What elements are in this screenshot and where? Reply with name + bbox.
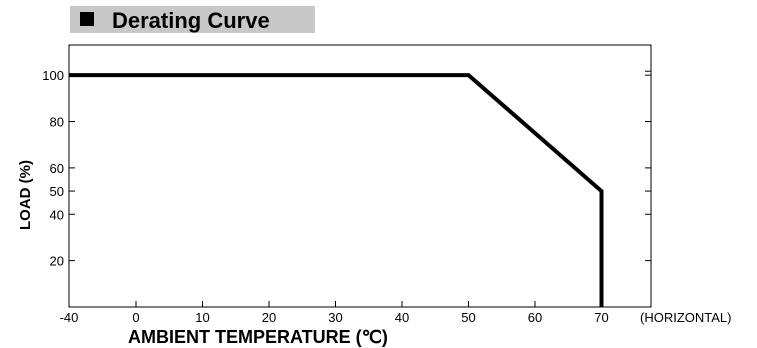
x-tick-label: -40 [60,310,79,325]
title-square-icon [80,12,94,26]
y-tick-label: 40 [50,207,64,222]
x-axis: -40 0 10 20 30 40 50 60 70 [60,301,609,325]
derating-curve-line [69,73,604,307]
y-tick-label: 80 [50,115,64,130]
chart-title: Derating Curve [112,8,270,33]
x-tick-label: 20 [262,310,276,325]
x-tick-label: 70 [594,310,608,325]
x-tick-label: 40 [395,310,409,325]
y-tick-label: 20 [50,254,64,269]
y-axis-title: LOAD (%) [17,160,34,230]
x-tick-label: 10 [195,310,209,325]
x-tick-label: 50 [461,310,475,325]
title-box [70,6,315,33]
y-tick-label: 60 [50,161,64,176]
x-tick-label: 60 [528,310,542,325]
y-axis: 20 40 50 60 80 100 [42,68,75,269]
x-tick-label: 0 [132,310,139,325]
right-axis-ticks [645,70,651,262]
y-tick-label: 50 [50,184,64,199]
x-axis-title: AMBIENT TEMPERATURE (℃) [128,327,388,347]
y-tick-label: 100 [42,68,64,83]
chart-title-group: Derating Curve [70,6,315,33]
x-tick-label: 30 [328,310,342,325]
plot-frame [68,44,652,308]
x-axis-note: (HORIZONTAL) [640,310,731,325]
